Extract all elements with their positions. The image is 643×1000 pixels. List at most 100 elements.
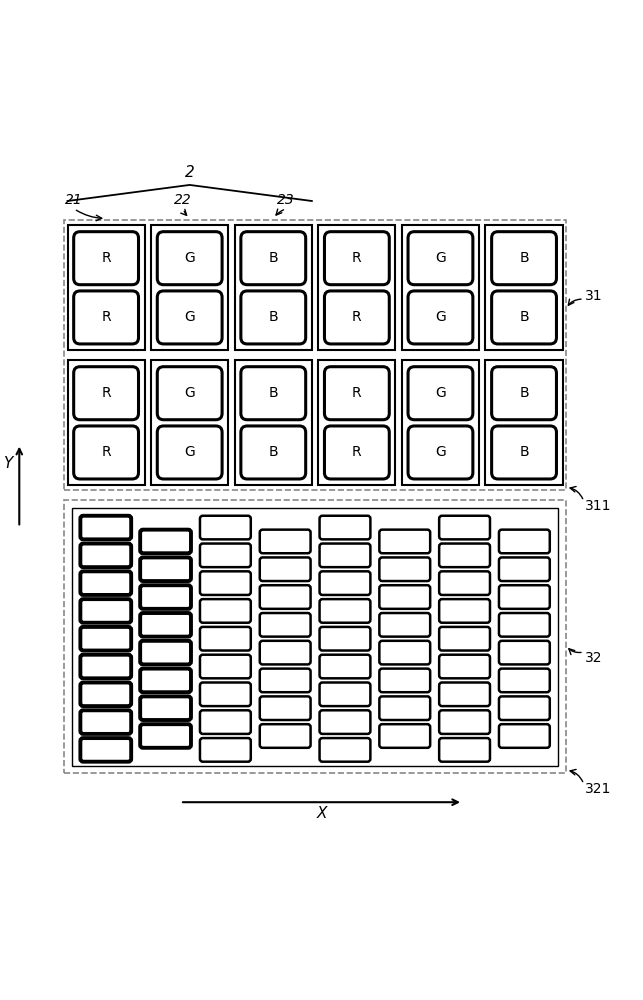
Text: R: R	[352, 445, 361, 459]
Text: R: R	[352, 310, 361, 324]
Bar	[318, 225, 395, 350]
FancyBboxPatch shape	[320, 655, 370, 678]
FancyBboxPatch shape	[241, 426, 305, 479]
FancyBboxPatch shape	[140, 669, 191, 692]
FancyBboxPatch shape	[80, 682, 131, 706]
FancyBboxPatch shape	[260, 641, 311, 664]
FancyBboxPatch shape	[140, 724, 191, 748]
Text: B: B	[520, 445, 529, 459]
FancyBboxPatch shape	[158, 367, 222, 420]
FancyBboxPatch shape	[241, 367, 305, 420]
FancyBboxPatch shape	[140, 613, 191, 637]
FancyBboxPatch shape	[408, 426, 473, 479]
FancyBboxPatch shape	[439, 682, 490, 706]
FancyBboxPatch shape	[379, 696, 430, 720]
FancyBboxPatch shape	[80, 655, 131, 678]
FancyBboxPatch shape	[499, 530, 550, 553]
Text: B: B	[269, 251, 278, 265]
Text: 22: 22	[174, 193, 192, 207]
Text: G: G	[185, 445, 195, 459]
Text: B: B	[269, 445, 278, 459]
FancyBboxPatch shape	[140, 696, 191, 720]
Text: R: R	[102, 445, 111, 459]
Text: B: B	[269, 310, 278, 324]
FancyBboxPatch shape	[260, 530, 311, 553]
FancyBboxPatch shape	[492, 232, 556, 285]
FancyBboxPatch shape	[80, 571, 131, 595]
Text: G: G	[435, 251, 446, 265]
FancyBboxPatch shape	[325, 426, 389, 479]
Bar	[151, 360, 228, 485]
FancyBboxPatch shape	[439, 599, 490, 623]
FancyBboxPatch shape	[379, 613, 430, 637]
Text: R: R	[102, 251, 111, 265]
FancyBboxPatch shape	[241, 232, 305, 285]
FancyBboxPatch shape	[74, 367, 138, 420]
FancyBboxPatch shape	[379, 724, 430, 748]
Text: G: G	[435, 386, 446, 400]
Text: 31: 31	[585, 289, 602, 303]
FancyBboxPatch shape	[439, 655, 490, 678]
FancyBboxPatch shape	[158, 232, 222, 285]
FancyBboxPatch shape	[379, 530, 430, 553]
FancyBboxPatch shape	[158, 291, 222, 344]
FancyBboxPatch shape	[260, 613, 311, 637]
Bar	[68, 225, 145, 350]
Bar	[402, 360, 479, 485]
FancyBboxPatch shape	[320, 627, 370, 651]
FancyBboxPatch shape	[499, 696, 550, 720]
FancyBboxPatch shape	[200, 627, 251, 651]
FancyBboxPatch shape	[74, 426, 138, 479]
FancyBboxPatch shape	[439, 738, 490, 762]
FancyBboxPatch shape	[200, 655, 251, 678]
Bar	[402, 225, 479, 350]
Text: R: R	[102, 310, 111, 324]
Text: Y: Y	[3, 456, 12, 471]
Bar	[485, 360, 563, 485]
FancyBboxPatch shape	[499, 641, 550, 664]
Text: G: G	[185, 386, 195, 400]
Text: B: B	[520, 251, 529, 265]
Text: B: B	[520, 386, 529, 400]
FancyBboxPatch shape	[260, 557, 311, 581]
Text: X: X	[316, 806, 327, 821]
FancyBboxPatch shape	[260, 585, 311, 609]
Text: G: G	[435, 445, 446, 459]
Text: G: G	[435, 310, 446, 324]
Text: 311: 311	[585, 499, 611, 513]
FancyBboxPatch shape	[320, 516, 370, 539]
FancyBboxPatch shape	[80, 710, 131, 734]
FancyBboxPatch shape	[325, 291, 389, 344]
FancyBboxPatch shape	[200, 571, 251, 595]
Text: 21: 21	[65, 193, 83, 207]
FancyBboxPatch shape	[499, 613, 550, 637]
Bar	[235, 225, 312, 350]
Text: 32: 32	[585, 651, 602, 665]
FancyBboxPatch shape	[140, 530, 191, 553]
FancyBboxPatch shape	[320, 710, 370, 734]
Text: G: G	[185, 251, 195, 265]
FancyBboxPatch shape	[74, 232, 138, 285]
FancyBboxPatch shape	[379, 669, 430, 692]
FancyBboxPatch shape	[439, 544, 490, 567]
FancyBboxPatch shape	[80, 516, 131, 539]
FancyBboxPatch shape	[320, 571, 370, 595]
Text: R: R	[102, 386, 111, 400]
FancyBboxPatch shape	[439, 627, 490, 651]
FancyBboxPatch shape	[200, 682, 251, 706]
FancyBboxPatch shape	[200, 710, 251, 734]
Bar	[485, 225, 563, 350]
Bar	[64, 220, 566, 490]
FancyBboxPatch shape	[80, 544, 131, 567]
FancyBboxPatch shape	[439, 516, 490, 539]
FancyBboxPatch shape	[408, 367, 473, 420]
FancyBboxPatch shape	[74, 291, 138, 344]
FancyBboxPatch shape	[499, 585, 550, 609]
FancyBboxPatch shape	[80, 599, 131, 623]
Text: R: R	[352, 251, 361, 265]
FancyBboxPatch shape	[200, 738, 251, 762]
FancyBboxPatch shape	[499, 724, 550, 748]
FancyBboxPatch shape	[320, 544, 370, 567]
FancyBboxPatch shape	[439, 710, 490, 734]
FancyBboxPatch shape	[140, 641, 191, 664]
